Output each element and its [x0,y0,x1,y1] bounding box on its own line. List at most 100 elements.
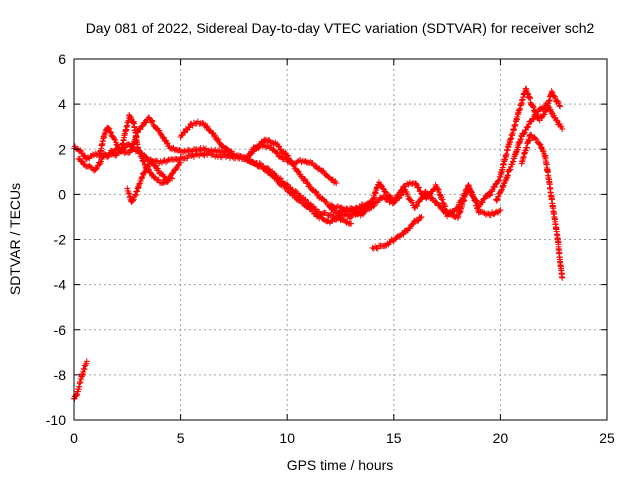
series-trace-d [124,156,184,205]
data-point [155,176,162,183]
data-point [312,188,319,195]
data-point [205,147,212,154]
data-point [194,147,201,154]
data-point [294,158,301,165]
data-point [108,129,115,136]
data-point [298,159,305,166]
data-point [495,193,502,200]
data-point [149,118,156,125]
series-trace-b [75,114,344,226]
y-axis: -10 -8 -6 -4 -2 0 2 4 6 [46,51,607,428]
data-point [277,146,284,153]
data-point [529,103,536,110]
data-point [460,195,467,202]
data-point [97,160,104,167]
data-point [81,152,88,159]
data-point [312,163,319,170]
data-point [520,130,527,137]
data-point [129,197,136,204]
data-point [554,117,561,124]
data-point [93,165,100,172]
data-point [107,129,114,136]
data-point [433,199,440,206]
data-point [346,215,353,222]
y-tick-label: -8 [54,367,67,383]
data-point [472,198,479,205]
data-point [557,103,564,110]
data-point [382,188,389,195]
data-point [533,112,540,119]
x-tick-label: 25 [599,430,615,446]
data-point [541,153,548,160]
data-point [144,164,151,171]
data-point [470,194,477,201]
data-point [487,191,494,198]
series-trace-l [493,100,566,204]
series-trace-g [247,141,340,187]
y-tick-label: 6 [58,51,66,67]
data-point [162,159,169,166]
data-point [222,154,229,161]
data-point [439,196,446,203]
data-point [404,180,411,187]
y-tick-label: -6 [54,322,67,338]
data-point [132,191,139,198]
data-point [546,107,553,114]
y-tick-label: 0 [58,186,66,202]
data-point [229,151,236,158]
data-point [556,102,563,109]
data-point [190,153,197,160]
data-point [553,117,560,124]
data-point [496,207,503,214]
data-point [173,155,180,162]
data-point [406,179,413,186]
data-point [196,146,203,153]
data-point [499,183,506,190]
series-trace-m [518,131,566,281]
data-point [91,152,98,159]
y-tick-label: -2 [54,232,67,248]
data-point [145,162,152,169]
data-point [77,147,84,154]
data-point [293,189,300,196]
data-point [253,160,260,167]
data-point [414,203,421,210]
data-point [111,136,118,143]
data-point [164,157,171,164]
data-point [495,177,502,184]
data-point [148,117,155,124]
data-point [498,186,505,193]
data-point [106,125,113,132]
y-tick-label: 2 [58,141,66,157]
data-point [311,210,318,217]
y-tick-label: -10 [46,412,66,428]
data-point [230,150,237,157]
data-point [247,151,254,158]
data-point [541,111,548,118]
chart-title: Day 081 of 2022, Sidereal Day-to-day VTE… [86,20,595,36]
data-point [96,161,103,168]
data-point [530,116,537,123]
data-point [549,89,556,96]
data-point [83,358,90,365]
data-point [184,155,191,162]
data-point [204,123,211,130]
data-point [467,188,474,195]
x-tick-label: 20 [493,430,509,446]
y-tick-label: -4 [54,277,67,293]
data-point [101,131,108,138]
data-point [552,94,559,101]
data-point [409,199,416,206]
data-point [524,124,531,131]
data-point [400,231,407,238]
data-point [277,175,284,182]
data-point [216,140,223,147]
data-point [418,213,425,220]
data-point [532,135,539,142]
data-point [129,119,136,126]
data-point [463,186,470,193]
y-tick-label: 4 [58,96,66,112]
data-point [237,153,244,160]
y-axis-label: SDTVAR / TECUs [7,183,23,295]
